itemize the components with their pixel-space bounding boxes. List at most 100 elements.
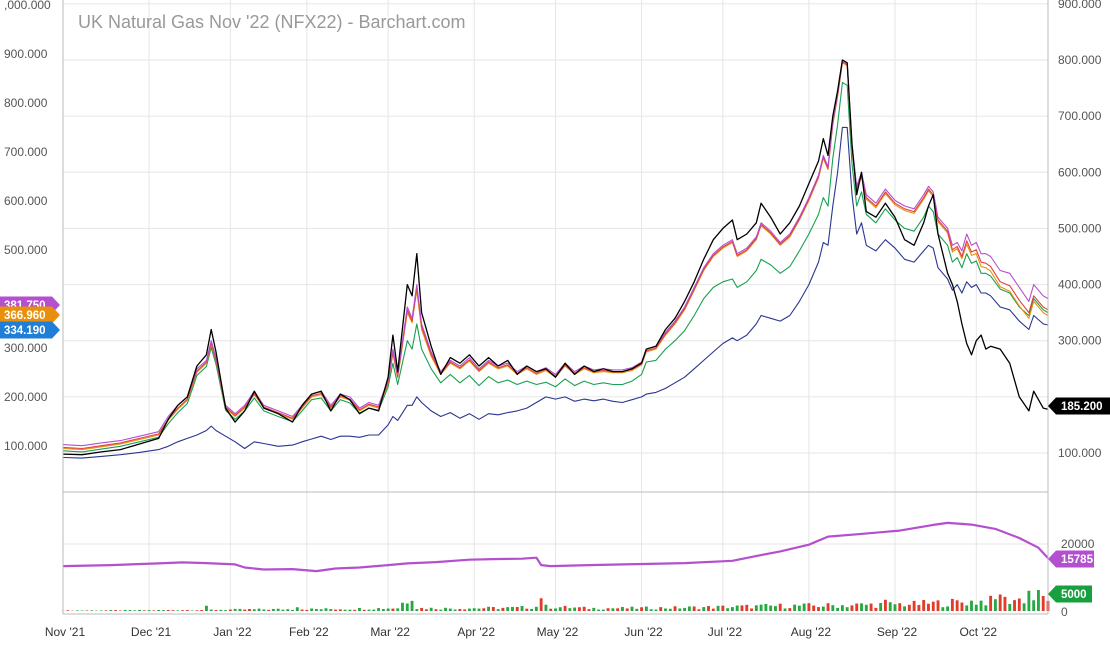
volume-bar bbox=[917, 605, 920, 611]
volume-bar bbox=[984, 605, 987, 611]
left-axis-tick-label: 200.000 bbox=[4, 390, 48, 404]
volume-bar bbox=[439, 610, 442, 611]
volume-bar bbox=[253, 609, 256, 611]
volume-bar bbox=[960, 603, 963, 611]
right-axis-tick-label: 300.000 bbox=[1058, 334, 1102, 348]
left-axis-tick-label: 300.000 bbox=[4, 341, 48, 355]
volume-bar bbox=[545, 605, 548, 611]
right-axis-tick-label: 400.000 bbox=[1058, 278, 1102, 292]
volume-bar bbox=[707, 606, 710, 611]
tag-blue: 334.190 bbox=[0, 322, 60, 339]
volume-bar bbox=[234, 609, 237, 611]
volume-bar bbox=[521, 606, 524, 611]
volume-bar bbox=[511, 607, 514, 611]
volume-bar bbox=[1008, 604, 1011, 611]
oi-axis-tick-label: 0 bbox=[1061, 605, 1068, 619]
tag-blue-text: 334.190 bbox=[4, 325, 46, 337]
volume-bar bbox=[894, 604, 897, 611]
volume-bar bbox=[478, 609, 481, 611]
volume-bar bbox=[913, 601, 916, 611]
volume-bar bbox=[607, 608, 610, 611]
volume-bar bbox=[941, 607, 944, 611]
volume-bar bbox=[564, 606, 567, 611]
volume-bar bbox=[578, 607, 581, 611]
volume-bar bbox=[774, 606, 777, 611]
x-axis-tick-label: Nov '21 bbox=[45, 625, 86, 639]
volume-bar bbox=[831, 605, 834, 611]
volume-bar bbox=[396, 608, 399, 611]
volume-bar bbox=[855, 604, 858, 611]
volume-bar bbox=[836, 608, 839, 611]
volume-bar bbox=[114, 610, 117, 611]
volume-bar bbox=[937, 600, 940, 611]
right-axis-tick-label: 700.000 bbox=[1058, 109, 1102, 123]
volume-bar bbox=[129, 610, 132, 611]
volume-bar bbox=[296, 607, 299, 611]
volume-bar bbox=[760, 605, 763, 611]
volume-bar bbox=[401, 603, 404, 611]
volume-bar bbox=[693, 606, 696, 611]
volume-bar bbox=[425, 609, 428, 611]
volume-bar bbox=[755, 605, 758, 611]
volume-bar bbox=[597, 610, 600, 611]
volume-bar bbox=[138, 610, 141, 611]
volume-bar bbox=[999, 595, 1002, 612]
volume-bar bbox=[994, 599, 997, 611]
volume-bar bbox=[1018, 599, 1021, 611]
volume-bar bbox=[90, 610, 93, 611]
volume-bar bbox=[415, 609, 418, 611]
volume-bar bbox=[516, 607, 519, 611]
volume-bar bbox=[105, 610, 108, 611]
volume-bar bbox=[195, 610, 198, 611]
chart-title: UK Natural Gas Nov '22 (NFX22) - Barchar… bbox=[78, 12, 466, 32]
volume-bar bbox=[989, 596, 992, 611]
volume-bar bbox=[717, 606, 720, 611]
volume-bar bbox=[870, 604, 873, 611]
volume-bar bbox=[387, 608, 390, 611]
volume-bar bbox=[248, 609, 251, 611]
volume-bar bbox=[454, 610, 457, 611]
volume-bar bbox=[975, 605, 978, 611]
x-axis-tick-label: Mar '22 bbox=[370, 625, 410, 639]
tag-volume: 5000 bbox=[1048, 586, 1092, 603]
volume-bar bbox=[631, 607, 634, 611]
volume-bar bbox=[358, 608, 361, 611]
volume-bar bbox=[301, 610, 304, 611]
left-axis-tick-label: ,000.000 bbox=[4, 0, 51, 12]
volume-bar bbox=[583, 607, 586, 611]
x-axis-tick-label: Jul '22 bbox=[708, 625, 743, 639]
volume-bar bbox=[798, 606, 801, 611]
volume-bar bbox=[325, 608, 328, 611]
volume-bar bbox=[788, 608, 791, 611]
volume-bar bbox=[678, 609, 681, 611]
tag-oi-text: 15785 bbox=[1061, 554, 1094, 566]
volume-bar bbox=[592, 608, 595, 611]
volume-bar bbox=[698, 609, 701, 611]
volume-bar bbox=[726, 608, 729, 611]
volume-bar bbox=[411, 601, 414, 611]
volume-bar bbox=[1027, 591, 1030, 611]
left-axis-tick-label: 600.000 bbox=[4, 194, 48, 208]
volume-bar bbox=[674, 606, 677, 611]
volume-bar bbox=[272, 609, 275, 611]
volume-bar bbox=[736, 606, 739, 611]
volume-bar bbox=[889, 602, 892, 611]
volume-bar bbox=[602, 610, 605, 611]
volume-bar bbox=[109, 610, 112, 611]
volume-bar bbox=[535, 607, 538, 611]
volume-bar bbox=[215, 610, 218, 611]
volume-bar bbox=[745, 605, 748, 611]
volume-bar bbox=[282, 610, 285, 611]
volume-bar bbox=[133, 610, 136, 611]
volume-bar bbox=[435, 609, 438, 611]
volume-bar bbox=[286, 609, 289, 611]
volume-bar bbox=[243, 610, 246, 611]
volume-bar bbox=[501, 608, 504, 611]
volume-bar bbox=[229, 610, 232, 611]
oi-axis-tick-label: 20000 bbox=[1061, 537, 1095, 551]
volume-bar bbox=[764, 604, 767, 611]
volume-bar bbox=[85, 610, 88, 611]
volume-bar bbox=[368, 610, 371, 611]
volume-bar bbox=[616, 608, 619, 611]
